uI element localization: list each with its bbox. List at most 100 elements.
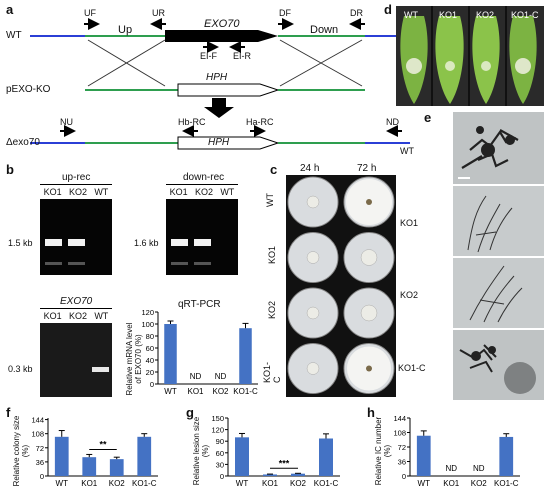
f-x-tick-label: WT bbox=[56, 479, 69, 488]
panel-label-a: a bbox=[6, 2, 14, 17]
gel3-title-underline bbox=[40, 308, 112, 309]
hph-mutant-arrow bbox=[177, 136, 280, 150]
qpcr-y-tick-label: 60 bbox=[146, 344, 154, 353]
recombination-arrow bbox=[204, 98, 234, 118]
panel-label-g: g bbox=[186, 405, 194, 420]
gel1-lane-label: WT bbox=[94, 187, 109, 197]
f-y-tick-label: 72 bbox=[36, 444, 44, 453]
qpcr-bar bbox=[239, 328, 252, 384]
g-y-tick-label: 60 bbox=[216, 449, 224, 458]
colony-center bbox=[366, 199, 372, 205]
qpcr-title: qRT-PCR bbox=[178, 299, 221, 310]
gel3-lane-label: WT bbox=[94, 311, 109, 321]
fungal-colony bbox=[306, 306, 320, 320]
g-y-tick-label: 30 bbox=[216, 460, 224, 469]
eir-label: EI-R bbox=[233, 51, 251, 61]
qpcr-x-tick-label: KO1 bbox=[187, 387, 204, 396]
f-bar bbox=[82, 457, 97, 476]
leaf-ko1 bbox=[435, 16, 464, 104]
g-x-tick-label: KO1-C bbox=[314, 479, 339, 488]
fungal-colony bbox=[306, 195, 320, 209]
leaf-ko2 bbox=[472, 16, 500, 104]
f-bar bbox=[137, 436, 152, 476]
time-label-24h: 24 h bbox=[300, 163, 320, 174]
gel-band bbox=[68, 239, 85, 246]
h-y-tick-label: 0 bbox=[402, 472, 406, 481]
leaf-wt bbox=[400, 16, 428, 104]
g-y-tick-label: 0 bbox=[220, 472, 224, 481]
micrograph-ko2 bbox=[453, 258, 544, 328]
panel-label-h: h bbox=[367, 405, 375, 420]
h-bar bbox=[499, 436, 514, 476]
gel1-size-label: 1.5 kb bbox=[8, 238, 33, 248]
leaf-photo: WT KO1 KO2 KO1-C bbox=[396, 6, 544, 106]
qpcr-x-tick-label: WT bbox=[164, 387, 177, 396]
gel1-lane-label: KO1 bbox=[43, 187, 62, 197]
gel1-lanes: KO1 KO2 WT bbox=[40, 187, 112, 197]
gel2-lane-label: KO2 bbox=[194, 187, 213, 197]
qpcr-y-tick-label: 20 bbox=[146, 368, 154, 377]
qpcr-y-tick-label: 0 bbox=[150, 380, 154, 389]
crossover-line bbox=[279, 39, 363, 87]
g-y-tick-label: 120 bbox=[211, 426, 224, 435]
qpcr-nd-label: ND bbox=[190, 372, 202, 381]
gel-band-faint bbox=[68, 262, 85, 265]
eif-label: EI-F bbox=[200, 51, 217, 61]
g-x-tick-label: KO2 bbox=[290, 479, 307, 488]
gel2-lane-label: KO1 bbox=[169, 187, 188, 197]
h-x-tick-label: KO1-C bbox=[494, 479, 519, 488]
fungal-colony bbox=[306, 251, 320, 264]
down-flank-label: Down bbox=[310, 24, 339, 36]
f-x-tick-label: KO2 bbox=[109, 479, 126, 488]
leaf-ko1c bbox=[509, 16, 537, 104]
up-flank-label: Up bbox=[118, 24, 133, 36]
crossover-line bbox=[87, 39, 166, 87]
exo70-gene-arrow bbox=[165, 30, 278, 42]
leaf-label-ko2: KO2 bbox=[476, 10, 495, 20]
panel-label-d: d bbox=[384, 2, 392, 17]
gel2-size-label: 1.6 kb bbox=[134, 238, 159, 248]
g-bar bbox=[263, 474, 277, 476]
micrograph-ko1c bbox=[453, 330, 544, 400]
qpcr-nd-label: ND bbox=[215, 372, 227, 381]
qpcr-bar bbox=[164, 324, 177, 384]
ha-label: Ha-RC bbox=[246, 117, 274, 127]
time-label-72h: 72 h bbox=[357, 163, 377, 174]
gel3-image bbox=[40, 323, 112, 397]
panel-label-c: c bbox=[270, 162, 278, 177]
qpcr-x-tick-label: KO2 bbox=[212, 387, 229, 396]
leaf-label-ko1c: KO1-C bbox=[511, 10, 539, 20]
f-y-tick-label: 36 bbox=[36, 458, 44, 467]
qpcr-x-tick-label: KO1-C bbox=[233, 387, 258, 396]
fungal-colony bbox=[360, 304, 378, 322]
hph-vector-arrow bbox=[177, 83, 280, 97]
f-x-tick-label: KO1 bbox=[81, 479, 98, 488]
wt-row-label: WT bbox=[6, 30, 22, 41]
f-bar bbox=[54, 436, 69, 476]
gel2-title-underline bbox=[166, 184, 238, 185]
leaf-label-wt: WT bbox=[404, 10, 418, 20]
f-x-tick-label: KO1-C bbox=[132, 479, 157, 488]
leaf-label-ko1: KO1 bbox=[439, 10, 458, 20]
g-y-tick-label: 150 bbox=[211, 414, 224, 423]
panel-label-f: f bbox=[6, 405, 11, 420]
gel1-lane-label: KO2 bbox=[68, 187, 87, 197]
df-label: DF bbox=[279, 8, 291, 18]
gel3-title: EXO70 bbox=[60, 296, 93, 307]
g-bar bbox=[291, 473, 305, 476]
h-y-tick-label: 144 bbox=[393, 414, 406, 423]
h-bar bbox=[416, 435, 431, 476]
nd-label: ND bbox=[386, 117, 399, 127]
hph-mutant-label: HPH bbox=[208, 137, 230, 148]
gel2-lanes: KO1 KO2 WT bbox=[166, 187, 238, 197]
micrograph-wt bbox=[453, 112, 544, 184]
gel3-size-label: 0.3 kb bbox=[8, 364, 33, 374]
g-x-tick-label: WT bbox=[236, 479, 249, 488]
gel3-lane-label: KO1 bbox=[43, 311, 62, 321]
g-y-tick-label: 90 bbox=[216, 437, 224, 446]
fungal-colony bbox=[360, 249, 378, 266]
